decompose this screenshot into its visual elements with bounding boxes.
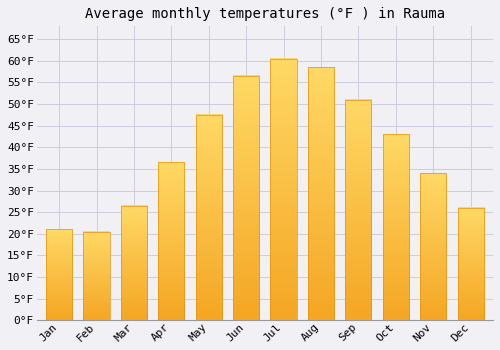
Bar: [84, 232, 110, 320]
Bar: [308, 67, 334, 320]
Bar: [233, 76, 260, 320]
Title: Average monthly temperatures (°F ) in Rauma: Average monthly temperatures (°F ) in Ra…: [85, 7, 445, 21]
Bar: [196, 115, 222, 320]
Bar: [458, 208, 483, 320]
Bar: [270, 59, 296, 320]
Bar: [420, 173, 446, 320]
Bar: [346, 100, 372, 320]
Bar: [158, 162, 184, 320]
Bar: [382, 134, 409, 320]
Bar: [46, 230, 72, 320]
Bar: [121, 206, 147, 320]
